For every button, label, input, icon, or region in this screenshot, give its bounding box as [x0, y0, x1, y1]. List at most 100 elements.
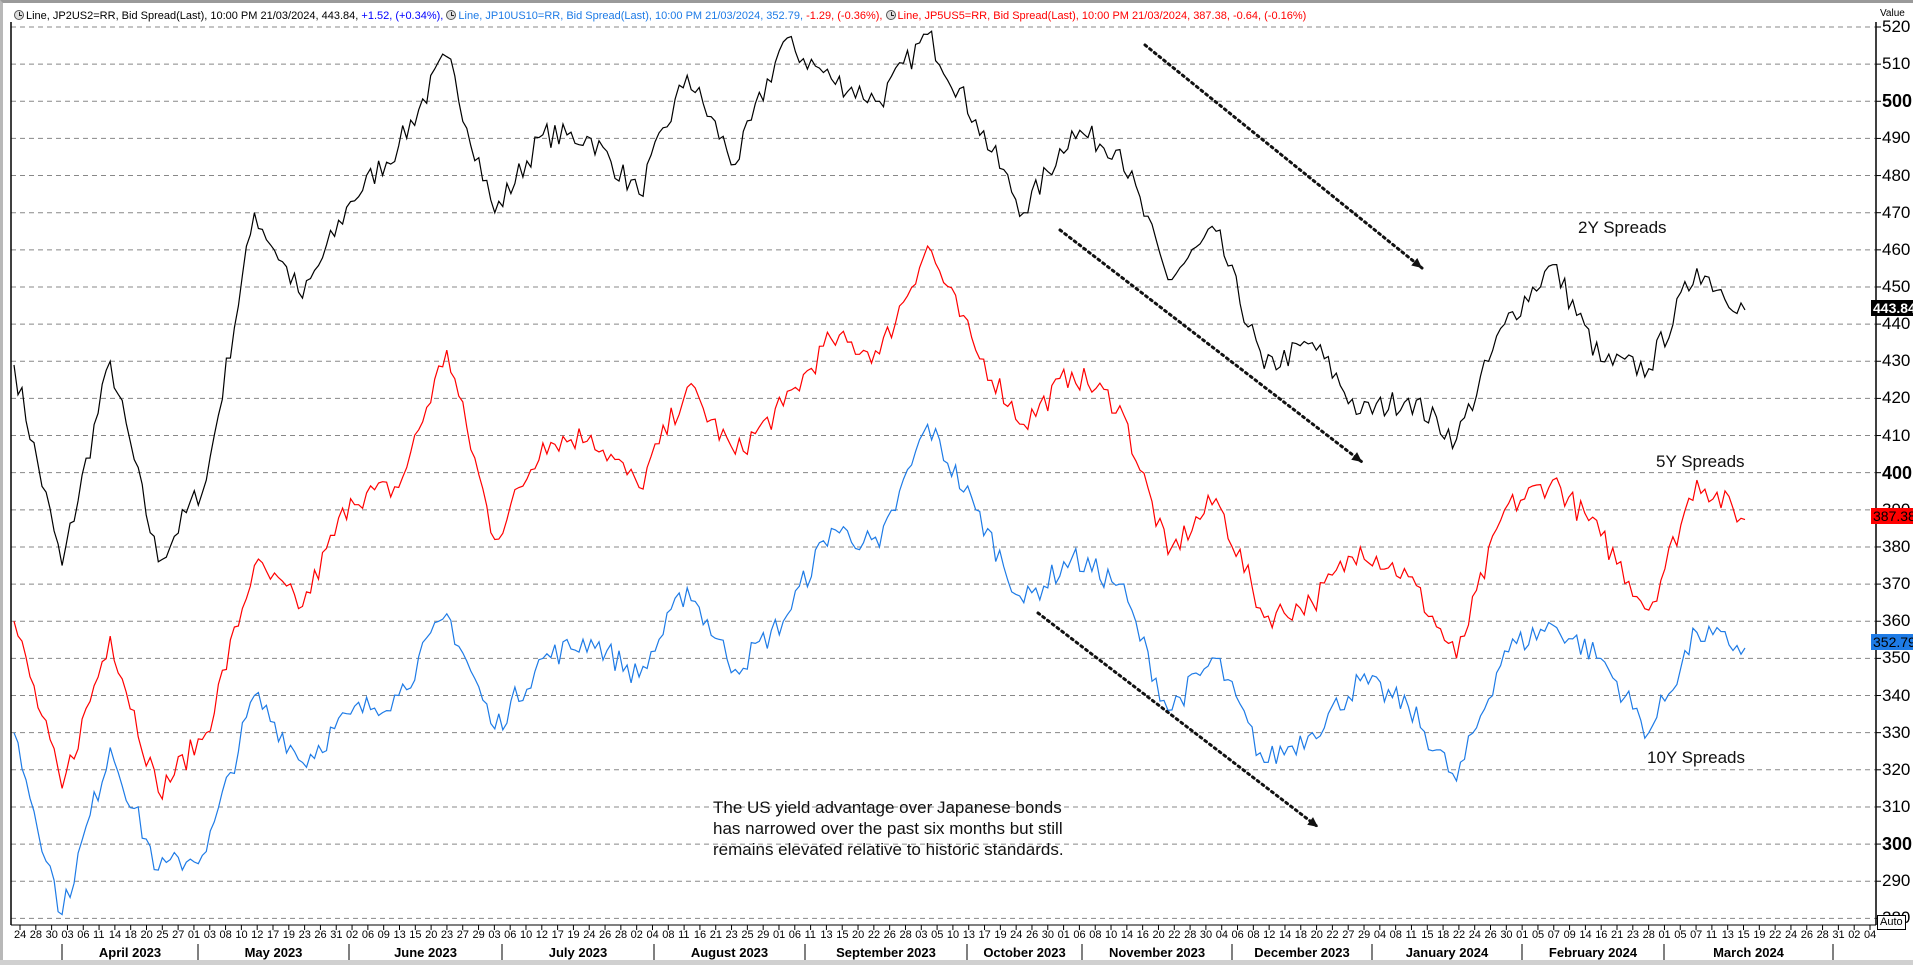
x-tick-day: 03 — [488, 929, 501, 941]
x-tick-day: 22 — [1452, 929, 1466, 941]
y-tick-label: 380 — [1882, 536, 1911, 556]
auto-scale-button[interactable]: Auto — [1877, 915, 1906, 930]
x-tick-day: 15 — [1737, 929, 1750, 941]
x-tick-day: 14 — [1278, 929, 1292, 941]
x-tick-day: 12 — [1263, 929, 1276, 941]
arrow-head-icon — [1351, 452, 1362, 462]
x-tick-day: 29 — [1358, 929, 1371, 941]
x-tick-day: 16 — [693, 929, 707, 941]
last-value-tag-5y: 387.38 — [1871, 508, 1913, 524]
legend-5y-text: Line, JP5US5=RR, Bid Spread(Last), 10:00… — [897, 10, 1233, 22]
commentary-note: The US yield advantage over Japanese bon… — [713, 797, 1064, 860]
x-tick-day: 11 — [1705, 929, 1718, 941]
x-tick-day: 12 — [535, 929, 549, 941]
x-tick-day: 24 — [1784, 929, 1798, 941]
x-tick-day: 26 — [599, 929, 612, 941]
x-tick-day: 02 — [1848, 929, 1861, 941]
x-tick-day: 11 — [678, 929, 690, 941]
legend-item-5y[interactable]: Line, JP5US5=RR, Bid Spread(Last), 10:00… — [885, 10, 1306, 22]
x-tick-day: 22 — [1769, 929, 1782, 941]
y-tick-label: 430 — [1882, 351, 1911, 371]
x-tick-day: 19 — [567, 929, 580, 941]
x-tick-day: 29 — [757, 929, 770, 941]
series-legend: Line, JP2US2=RR, Bid Spread(Last), 10:00… — [14, 10, 1306, 22]
x-month-label: January 2024 — [1405, 945, 1489, 960]
x-tick-day: 30 — [45, 929, 58, 941]
x-tick-day: 28 — [1816, 929, 1829, 941]
y-tick-label: 350 — [1882, 648, 1911, 668]
label-10y-spreads: 10Y Spreads — [1647, 748, 1745, 767]
x-tick-day: 11 — [1405, 929, 1417, 941]
legend-item-2y[interactable]: Line, JP2US2=RR, Bid Spread(Last), 10:00… — [14, 10, 446, 22]
y-tick-label: 480 — [1882, 165, 1911, 185]
x-tick-day: 20 — [1310, 929, 1323, 941]
x-tick-day: 15 — [836, 929, 849, 941]
y-tick-label: 310 — [1882, 796, 1911, 816]
y-tick-label: 470 — [1882, 202, 1911, 222]
x-tick-day: 16 — [1595, 929, 1608, 941]
x-month-label: July 2023 — [548, 945, 608, 960]
x-tick-day: 13 — [393, 929, 406, 941]
horizontal-scrollbar[interactable] — [0, 960, 1913, 965]
x-tick-day: 20 — [1152, 929, 1165, 941]
trend-arrows — [1036, 43, 1424, 829]
x-tick-day: 04 — [646, 929, 659, 941]
x-tick-day: 08 — [219, 929, 232, 941]
x-tick-day: 27 — [456, 929, 469, 941]
x-tick-day: 17 — [978, 929, 991, 941]
x-tick-day: 08 — [662, 929, 675, 941]
x-tick-day: 06 — [504, 929, 517, 941]
x-tick-day: 24 — [1468, 929, 1481, 941]
x-tick-day: 15 — [1421, 929, 1434, 941]
x-tick-day: 28 — [1184, 929, 1197, 941]
legend-10y-text: Line, JP10US10=RR, Bid Spread(Last), 10:… — [458, 10, 807, 22]
x-tick-day: 09 — [1563, 929, 1576, 941]
x-tick-day: 13 — [1721, 929, 1734, 941]
gridlines — [11, 26, 1881, 919]
x-tick-day: 22 — [867, 929, 881, 941]
y-tick-label: 290 — [1882, 871, 1911, 891]
x-tick-day: 16 — [1136, 929, 1149, 941]
legend-item-10y[interactable]: Line, JP10US10=RR, Bid Spread(Last), 10:… — [446, 10, 885, 22]
x-tick-day: 15 — [409, 929, 422, 941]
x-tick-day: 30 — [1041, 929, 1055, 941]
x-tick-day: 23 — [440, 929, 454, 941]
x-tick-day: 06 — [77, 929, 90, 941]
note-line-3: remains elevated relative to historic st… — [713, 840, 1064, 859]
y-tick-label: 500 — [1882, 91, 1913, 112]
x-month-label: December 2023 — [1254, 945, 1350, 960]
x-tick-day: 11 — [804, 929, 817, 941]
x-month-label: October 2023 — [983, 945, 1066, 960]
x-tick-day: 19 — [1753, 929, 1766, 941]
x-tick-day: 26 — [1800, 929, 1813, 941]
x-tick-day: 19 — [994, 929, 1007, 941]
x-tick-day: 03 — [61, 929, 74, 941]
y-tick-label: 490 — [1882, 128, 1911, 148]
x-tick-day: 29 — [472, 929, 485, 941]
arrow-head-icon — [1411, 258, 1422, 268]
x-tick-day: 26 — [1025, 929, 1039, 941]
x-tick-day: 25 — [156, 929, 169, 941]
x-month-label: April 2023 — [98, 945, 162, 960]
x-tick-day: 28 — [614, 929, 628, 941]
x-tick-day: 21 — [1611, 929, 1624, 941]
note-line-1: The US yield advantage over Japanese bon… — [713, 798, 1062, 817]
y-tick-label: 330 — [1882, 722, 1911, 742]
y-tick-label: 520 — [1882, 17, 1911, 36]
x-tick-day: 01 — [1516, 929, 1529, 941]
x-month-label: March 2024 — [1713, 945, 1784, 960]
x-tick-day: 03 — [915, 929, 928, 941]
x-tick-day: 02 — [630, 929, 643, 941]
x-tick-day: 30 — [1199, 929, 1213, 941]
last-value-tag-2y: 443.84 — [1871, 300, 1913, 316]
x-tick-day: 23 — [725, 929, 738, 941]
x-tick-day: 18 — [1294, 929, 1308, 941]
x-month-label: June 2023 — [394, 945, 457, 960]
x-tick-day: 20 — [852, 929, 865, 941]
x-tick-day: 28 — [1642, 929, 1655, 941]
x-tick-day: 24 — [14, 929, 27, 941]
x-tick-day: 19 — [282, 929, 296, 941]
x-tick-day: 10 — [519, 929, 533, 941]
clock-icon — [885, 10, 896, 20]
